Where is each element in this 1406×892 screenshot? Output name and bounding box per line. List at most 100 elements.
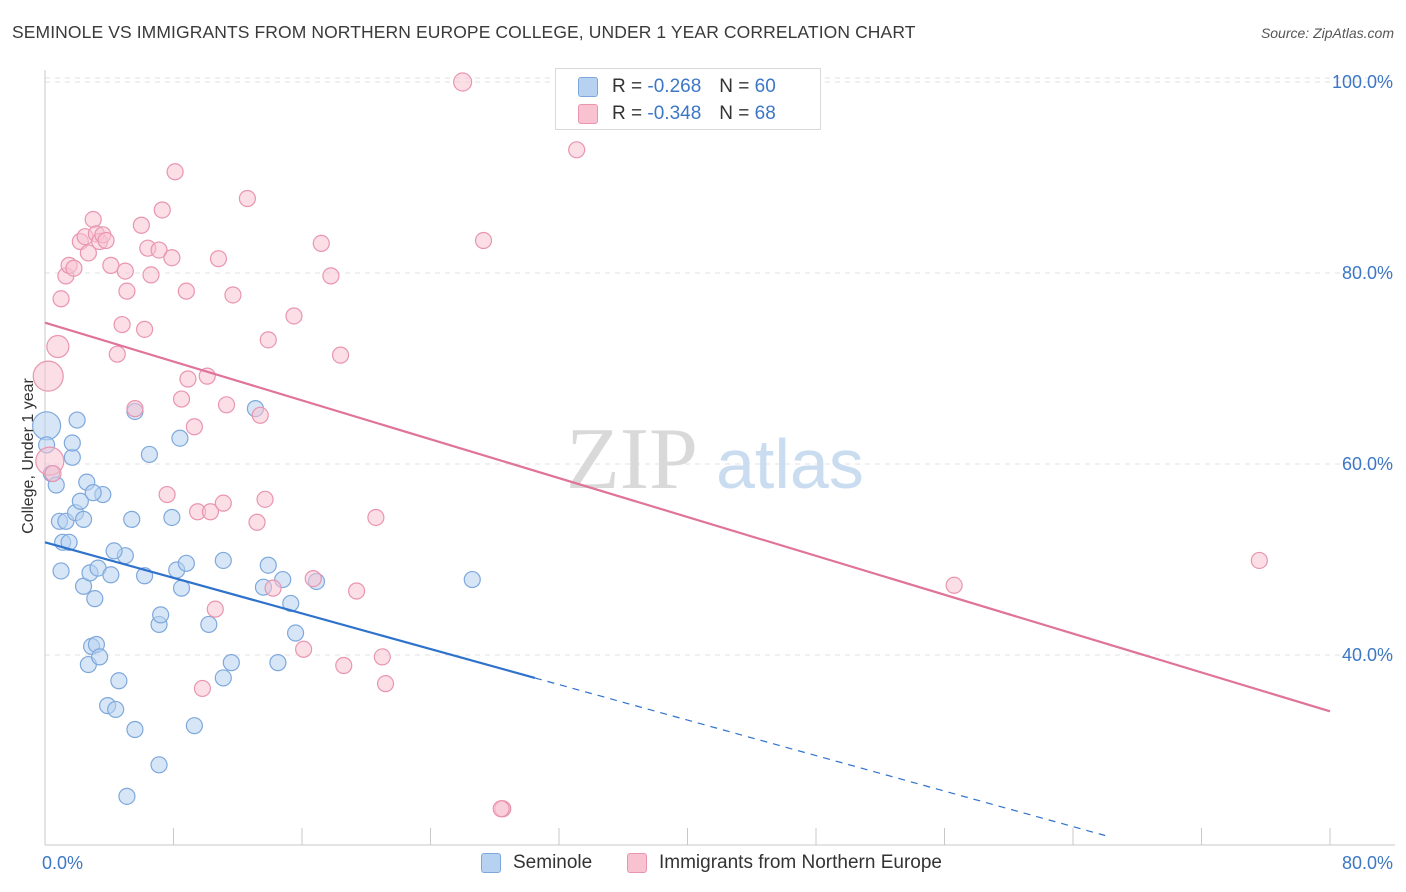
immigrants-point	[335, 656, 353, 675]
immigrants-point	[331, 346, 350, 364]
immigrants-point	[193, 679, 212, 698]
seminole-point	[200, 615, 218, 634]
seminole-legend-swatch	[481, 853, 501, 873]
immigrants-point	[256, 490, 274, 508]
n-value-seminole: 60	[754, 76, 776, 97]
immigrants-point	[373, 648, 391, 666]
legend-row-immigrants: R = -0.348 N = 68	[578, 102, 776, 126]
seminole-point	[63, 434, 81, 452]
n-value-immigrants: 68	[754, 103, 776, 124]
immigrants-point	[116, 262, 134, 280]
seminole-point	[118, 787, 136, 805]
immigrants-point	[206, 600, 224, 618]
seminole-point	[222, 654, 240, 672]
seminole-point	[259, 556, 277, 574]
seminole-point	[84, 484, 102, 502]
immigrants-point	[568, 141, 586, 159]
seminole-point	[171, 429, 189, 447]
y-tick-label: 40.0%	[1342, 645, 1393, 665]
immigrants-point	[150, 241, 168, 259]
y-tick-label: 60.0%	[1342, 454, 1393, 474]
immigrants-point	[304, 569, 322, 588]
immigrants-point	[52, 290, 70, 308]
y-tick-label: 100.0%	[1332, 72, 1393, 92]
immigrants-point	[142, 266, 160, 284]
immigrants-point	[224, 286, 242, 304]
immigrants-point	[163, 249, 181, 267]
r-value-immigrants: -0.348	[647, 103, 702, 124]
seminole-point	[71, 492, 89, 510]
series-legend: Seminole Immigrants from Northern Europe	[0, 852, 1406, 878]
seminole-points	[32, 400, 481, 805]
immigrants-point	[153, 201, 171, 219]
seminole-point	[286, 624, 305, 642]
immigrants-point	[44, 464, 62, 483]
trend-lines	[44, 321, 1331, 837]
y-tick-label: 80.0%	[1342, 263, 1393, 283]
legend-item-immigrants[interactable]: Immigrants from Northern Europe	[627, 852, 942, 874]
legend-label-seminole: Seminole	[513, 852, 593, 873]
seminole-point	[74, 510, 93, 528]
seminole-point	[60, 533, 78, 551]
immigrants-point	[945, 576, 963, 594]
immigrants-point	[158, 485, 176, 504]
n-label: N =	[719, 103, 750, 124]
r-label: R =	[612, 76, 643, 97]
immigrants-point	[312, 234, 330, 252]
seminole-trend-extension	[534, 677, 1106, 837]
immigrants-point	[492, 800, 510, 818]
immigrants-point	[295, 640, 313, 658]
immigrants-point	[285, 307, 303, 325]
correlation-legend: R = -0.268 N = 60 R = -0.348 N = 68	[555, 68, 821, 130]
immigrants-point	[97, 231, 115, 250]
watermark-atlas: atlas	[716, 425, 864, 503]
y-axis-label: College, Under 1 year	[20, 378, 37, 534]
seminole-point	[126, 720, 144, 739]
n-label: N =	[719, 76, 750, 97]
source-credit: Source: ZipAtlas.com	[1260, 25, 1394, 41]
gridlines	[45, 77, 1395, 656]
immigrants-point	[118, 282, 136, 300]
immigrants-point	[259, 331, 277, 349]
immigrants-point	[214, 494, 232, 512]
legend-item-seminole[interactable]: Seminole	[481, 852, 592, 874]
immigrants-point	[32, 360, 64, 392]
seminole-point	[86, 590, 104, 608]
immigrants-points	[32, 72, 1268, 818]
seminole-point	[110, 672, 128, 690]
r-label: R =	[612, 103, 643, 124]
immigrants-point	[251, 406, 269, 424]
immigrants-point	[185, 418, 203, 436]
x-tick-label-min: 0.0%	[42, 853, 83, 873]
immigrants-point	[108, 345, 126, 363]
watermark: ZIP atlas	[566, 411, 864, 508]
seminole-point	[107, 700, 125, 719]
immigrants-swatch	[578, 104, 598, 124]
immigrants-point	[348, 582, 366, 600]
immigrants-point	[179, 370, 197, 388]
immigrants-point	[376, 675, 395, 693]
r-value-seminole: -0.268	[647, 76, 702, 97]
immigrants-point	[367, 508, 385, 527]
immigrants-point	[132, 216, 150, 234]
immigrants-point	[209, 250, 228, 268]
tick-labels: 40.0% 60.0% 80.0% 100.0% 0.0% 80.0%	[42, 72, 1393, 873]
immigrants-point	[474, 231, 493, 250]
seminole-swatch	[578, 77, 598, 97]
seminole-trend-line	[44, 541, 536, 679]
immigrants-trend-line	[44, 321, 1331, 713]
seminole-point	[214, 551, 232, 570]
immigrants-point	[248, 513, 266, 531]
immigrants-legend-swatch	[627, 853, 647, 873]
immigrants-point	[46, 334, 70, 359]
seminole-point	[152, 606, 170, 624]
watermark-zip: ZIP	[566, 411, 698, 508]
seminole-point	[214, 669, 232, 687]
immigrants-point	[322, 267, 340, 285]
immigrants-point	[264, 579, 282, 597]
immigrants-point	[177, 282, 195, 300]
legend-label-immigrants: Immigrants from Northern Europe	[659, 852, 942, 873]
seminole-point	[150, 756, 168, 774]
seminole-point	[269, 654, 287, 672]
